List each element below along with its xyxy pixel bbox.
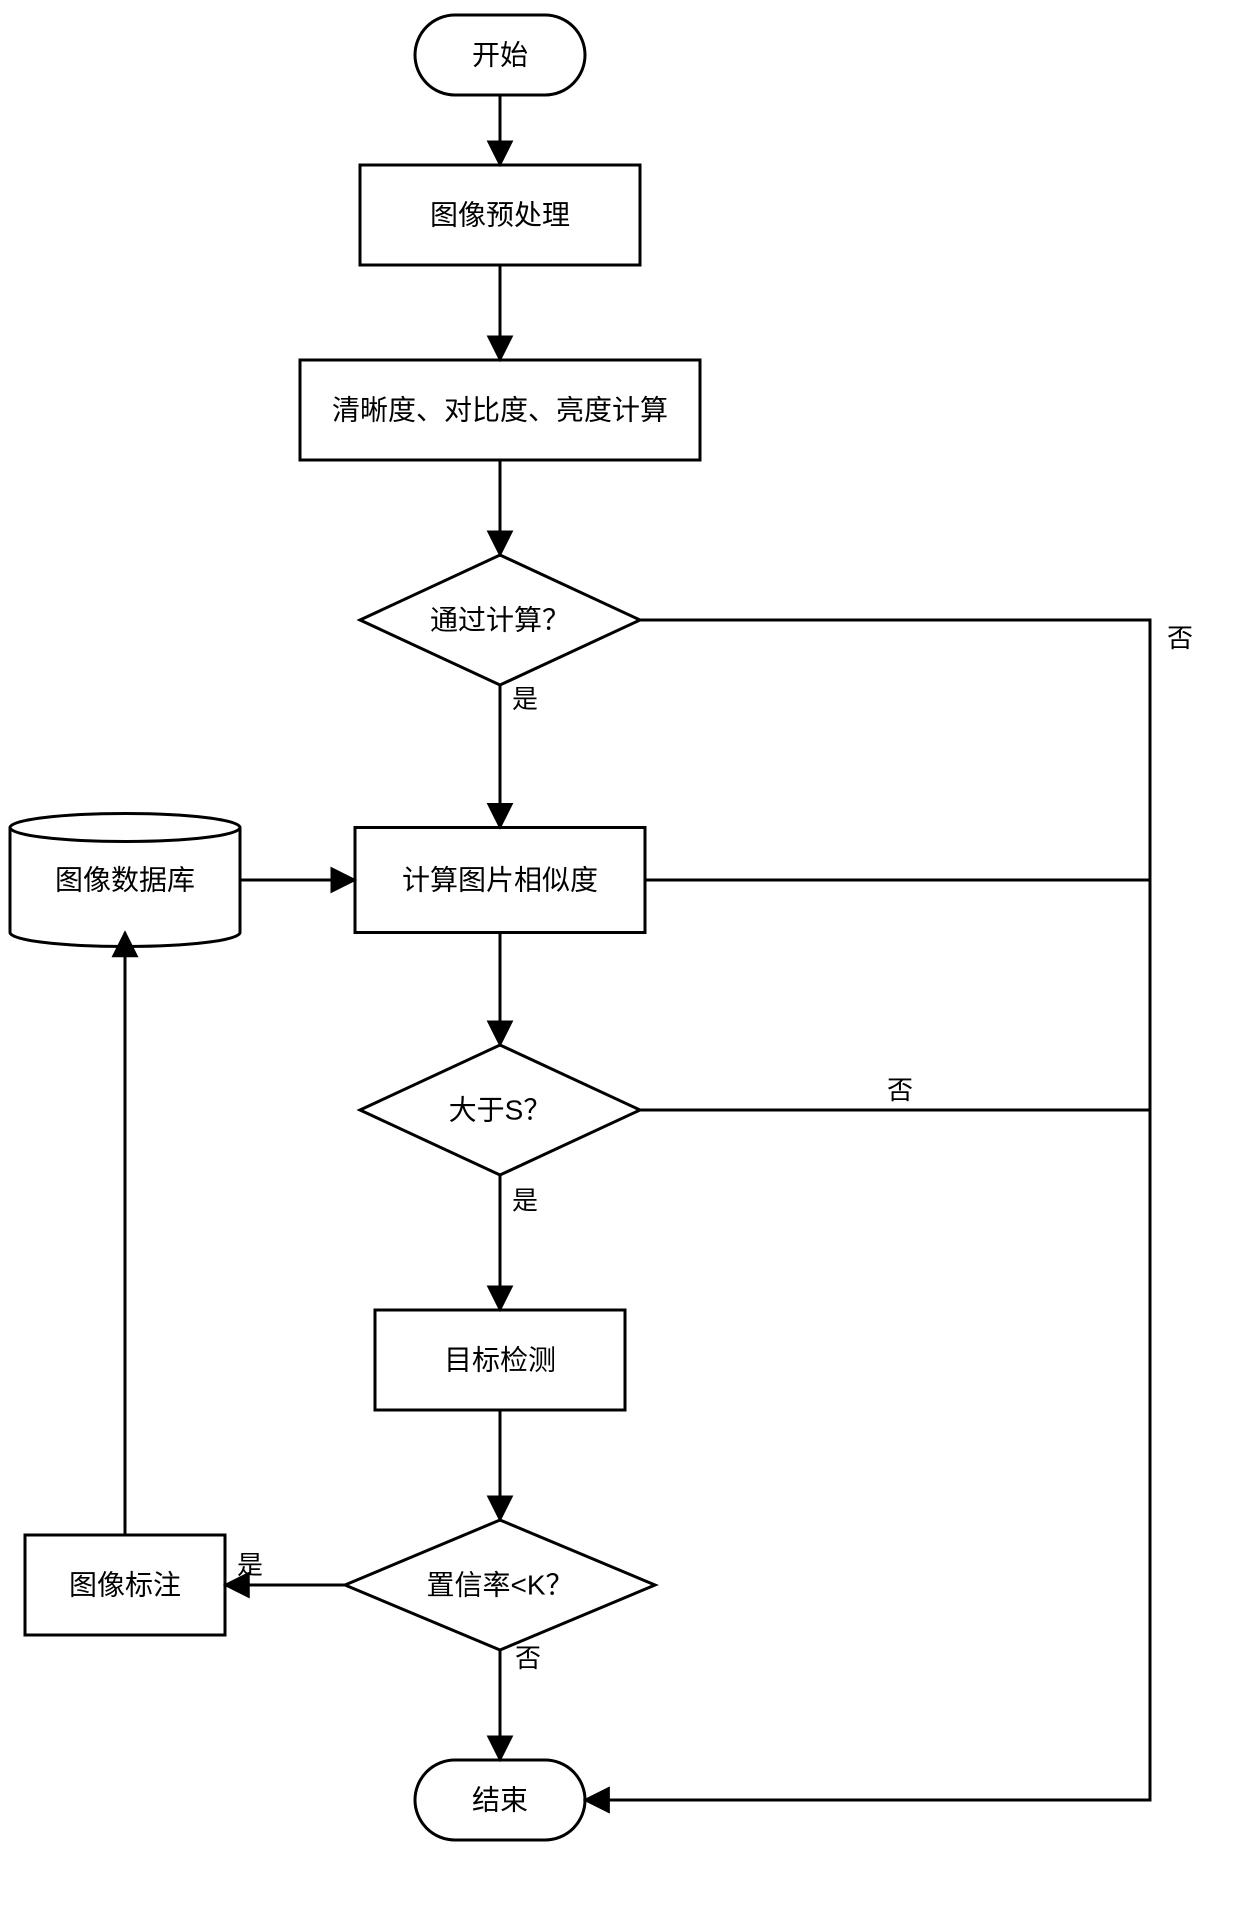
node-sim: 计算图片相似度 (355, 828, 645, 933)
flowchart-canvas: 开始图像预处理清晰度、对比度、亮度计算通过计算？ 计算图片相似度 图像数据库大于S？… (0, 0, 1240, 1926)
node-label-preproc: 图像预处理 (430, 199, 570, 230)
node-end: 结束 (415, 1760, 585, 1840)
node-target: 目标检测 (375, 1310, 625, 1410)
node-label-target: 目标检测 (444, 1344, 556, 1375)
node-label-sim: 计算图片相似度 (402, 864, 598, 895)
edge-label-13: 否 (515, 1643, 541, 1673)
node-label-dec_s: 大于S？ (449, 1094, 552, 1125)
node-label-dec_calc: 通过计算？ (430, 604, 570, 635)
edge-label-3: 是 (512, 684, 538, 714)
edge-4 (585, 620, 1150, 1800)
node-label-end: 结束 (472, 1784, 528, 1815)
node-label-calc: 清晰度、对比度、亮度计算 (332, 394, 668, 425)
node-label-annot: 图像标注 (69, 1569, 181, 1600)
node-calc: 清晰度、对比度、亮度计算 (300, 360, 700, 460)
edge-label-8: 否 (887, 1075, 913, 1105)
node-label-start: 开始 (472, 39, 528, 70)
node-preproc: 图像预处理 (360, 165, 640, 265)
node-dec_calc: 通过计算？ (360, 555, 640, 685)
node-label-db: 图像数据库 (55, 864, 195, 895)
edge-label-11: 是 (237, 1550, 263, 1580)
node-start: 开始 (415, 15, 585, 95)
node-dec_s: 大于S？ (360, 1045, 640, 1175)
edge-label-7: 是 (512, 1185, 538, 1215)
node-db: 图像数据库 (10, 814, 240, 947)
node-label-dec_k: 置信率<K？ (426, 1569, 573, 1600)
node-dec_k: 置信率<K？ (345, 1520, 655, 1650)
node-annot: 图像标注 (25, 1535, 225, 1635)
edge-label-4: 否 (1167, 623, 1193, 653)
